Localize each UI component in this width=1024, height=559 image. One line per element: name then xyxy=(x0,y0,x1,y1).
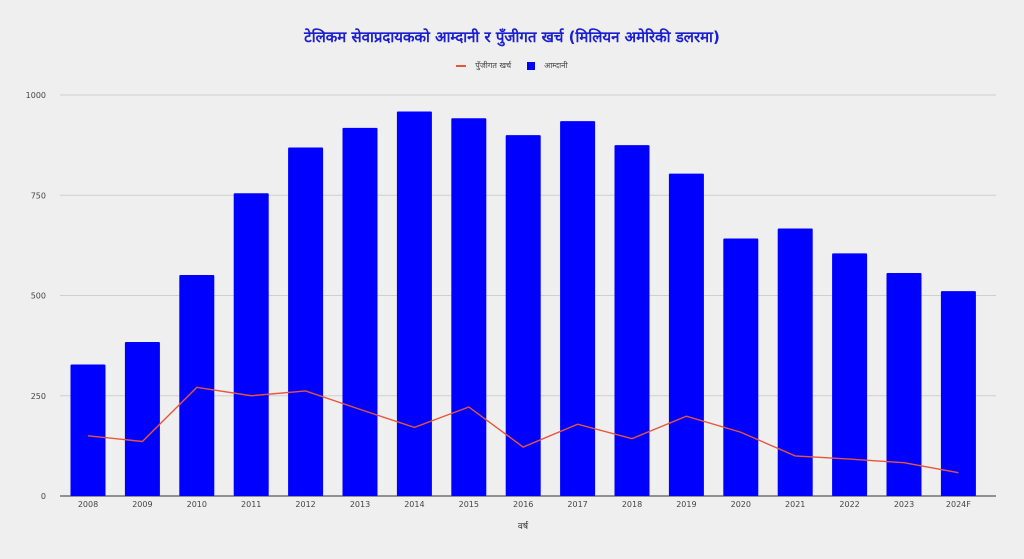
bar[interactable] xyxy=(886,273,922,496)
x-tick-label: 2016 xyxy=(513,500,533,509)
bar[interactable] xyxy=(614,145,650,496)
x-tick-label: 2014 xyxy=(404,500,424,509)
legend: पुँजीगत खर्च आम्दानी xyxy=(0,60,1024,71)
bar-series xyxy=(70,111,976,497)
y-tick-label: 250 xyxy=(31,392,46,401)
x-tick-label: 2012 xyxy=(295,500,315,509)
bar[interactable] xyxy=(179,275,215,496)
bar[interactable] xyxy=(124,342,160,496)
x-tick-label: 2015 xyxy=(459,500,479,509)
bar[interactable] xyxy=(288,147,324,496)
bar[interactable] xyxy=(396,111,432,496)
x-tick-label: 2021 xyxy=(785,500,805,509)
x-tick-label: 2017 xyxy=(567,500,587,509)
y-tick-label: 750 xyxy=(31,191,46,200)
x-tick-label: 2022 xyxy=(839,500,859,509)
y-tick-label: 1000 xyxy=(26,91,46,100)
y-axis-ticks: 0 250 500 750 1000 xyxy=(26,91,46,501)
capex-line[interactable] xyxy=(87,386,959,474)
bar[interactable] xyxy=(451,118,487,497)
x-tick-label: 2011 xyxy=(241,500,261,509)
x-axis-label: वर्ष xyxy=(518,520,529,532)
x-tick-label: 2019 xyxy=(676,500,696,509)
bar[interactable] xyxy=(342,127,378,496)
x-tick-label: 2009 xyxy=(132,500,152,509)
x-tick-label: 2008 xyxy=(78,500,98,509)
bar[interactable] xyxy=(560,121,596,496)
legend-box-swatch-icon xyxy=(527,61,536,70)
x-tick-label: 2013 xyxy=(350,500,370,509)
bar[interactable] xyxy=(777,228,813,496)
x-tick-label: 2010 xyxy=(187,500,207,509)
bar[interactable] xyxy=(70,364,106,496)
legend-label-capex: पुँजीगत खर्च xyxy=(475,61,512,70)
x-tick-label: 2024F xyxy=(946,500,971,509)
chart-title: टेलिकम सेवाप्रदायकको आम्दानी र पुँजीगत ख… xyxy=(304,28,720,46)
x-tick-label: 2020 xyxy=(731,500,751,509)
legend-line-swatch-icon xyxy=(456,64,467,67)
bar[interactable] xyxy=(832,253,868,496)
bar[interactable] xyxy=(723,238,759,497)
bar[interactable] xyxy=(668,173,704,496)
legend-label-revenue: आम्दानी xyxy=(544,61,568,70)
x-axis-ticks: 2008 2009 2010 2011 2012 2013 2014 2015 2016 2017… xyxy=(78,500,971,509)
y-tick-label: 500 xyxy=(31,292,46,301)
bar[interactable] xyxy=(233,193,269,496)
bar[interactable] xyxy=(940,291,976,496)
x-tick-label: 2023 xyxy=(894,500,914,509)
x-tick-label: 2018 xyxy=(622,500,642,509)
line-series xyxy=(87,386,959,474)
y-tick-label: 0 xyxy=(41,492,46,501)
bar[interactable] xyxy=(505,135,541,496)
